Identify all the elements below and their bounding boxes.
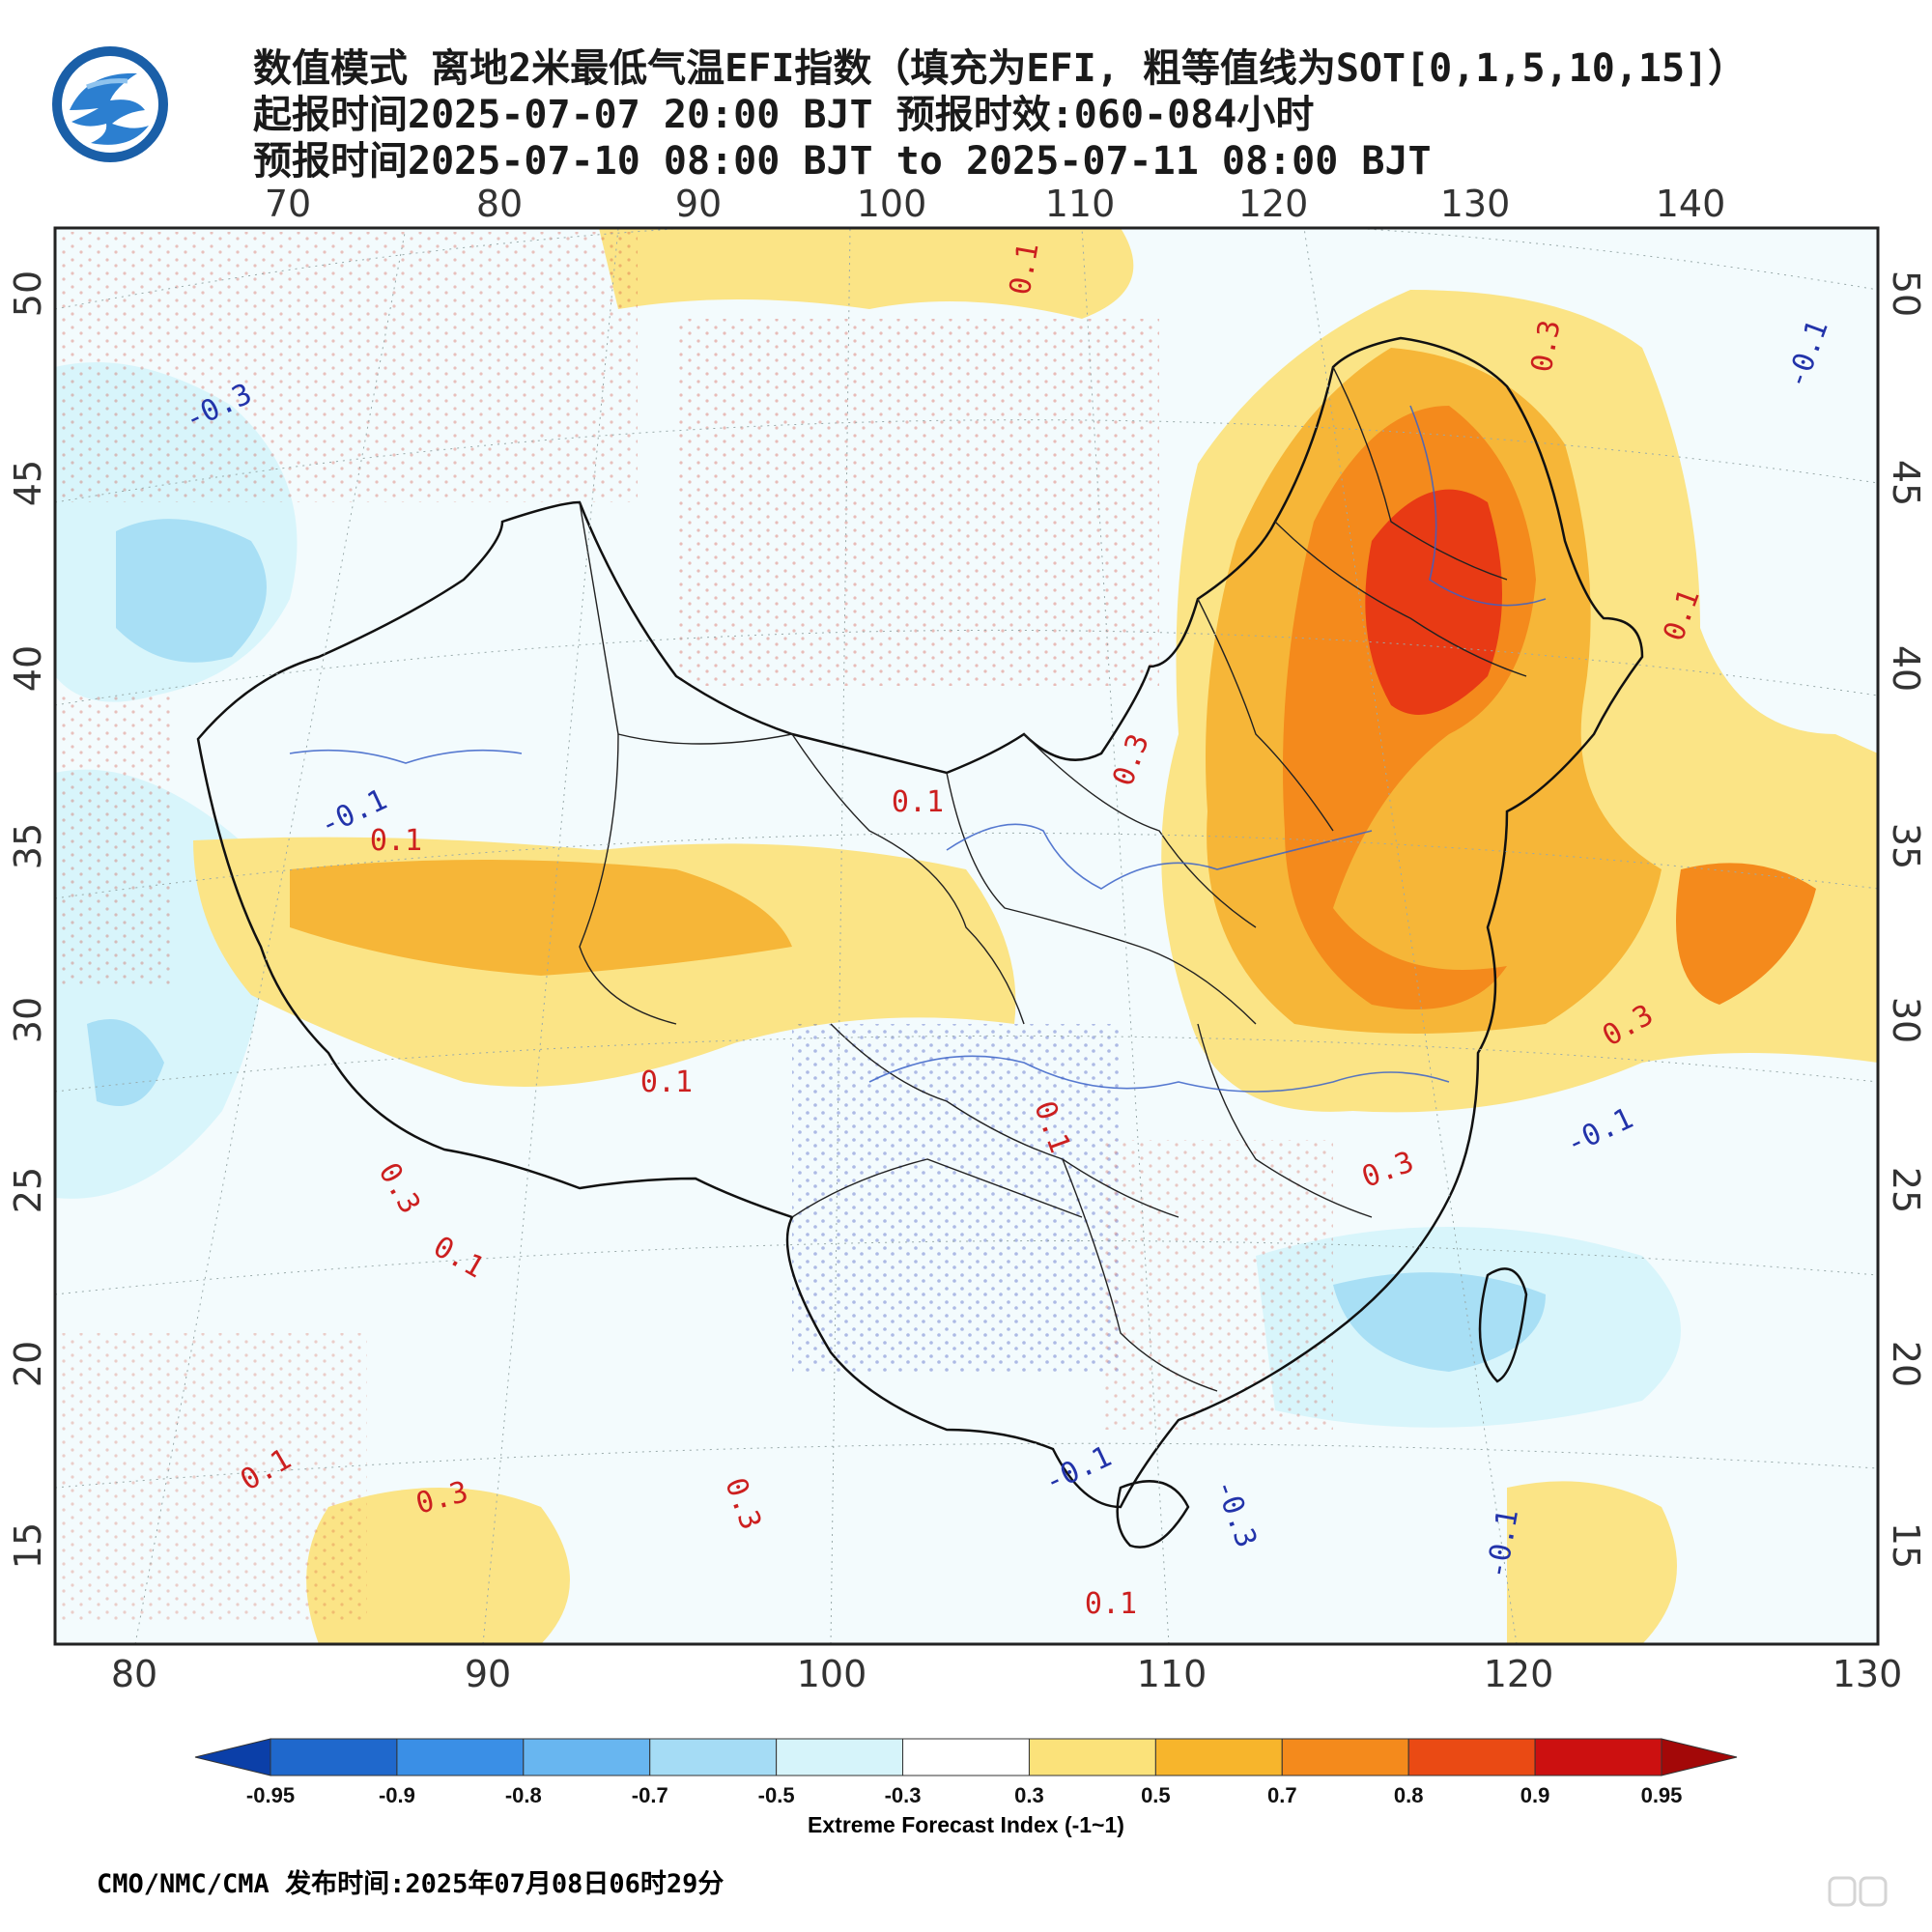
colorbar-swatch [270, 1738, 398, 1776]
lon-label-top: 80 [476, 183, 523, 225]
colorbar-tick-label: 0.7 [1267, 1783, 1297, 1807]
colorbar-swatch [396, 1738, 525, 1776]
lon-label-top: 130 [1440, 183, 1511, 225]
lat-label-right: 15 [1885, 1522, 1927, 1569]
contour-label: 0.1 [370, 824, 422, 858]
colorbar-tick-label: -0.3 [885, 1783, 922, 1807]
contour-label: 0.1 [892, 785, 944, 819]
colorbar-swatch [523, 1738, 651, 1776]
lat-label-right: 35 [1885, 823, 1927, 869]
top-lon-labels: 70 80 90 100 110 120 130 140 [265, 183, 1725, 225]
lat-label-left: 20 [7, 1341, 49, 1387]
colorbar-title: Extreme Forecast Index (-1~1) [808, 1812, 1124, 1837]
valid-time-line: 预报时间2025-07-10 08:00 BJT to 2025-07-11 0… [253, 139, 1432, 184]
colorbar-swatch [1154, 1738, 1283, 1776]
left-lat-labels: 50 45 40 35 30 25 20 15 [7, 270, 49, 1569]
country-borders [196, 336, 1644, 1548]
lat-label-right: 40 [1885, 645, 1927, 692]
lat-label-left: 30 [7, 997, 49, 1043]
colorbar-arrow-low [194, 1738, 271, 1776]
lat-label-left: 45 [7, 460, 49, 506]
colorbar-swatch [776, 1738, 904, 1776]
colorbar-swatch [1028, 1738, 1156, 1776]
colorbar-tick-label: 0.95 [1641, 1783, 1683, 1807]
colorbar-tick-label: 0.9 [1520, 1783, 1550, 1807]
colorbar-swatch [902, 1738, 1030, 1776]
colorbar-arrow-high [1661, 1738, 1738, 1776]
lon-label-top: 70 [265, 183, 311, 225]
colorbar-tick-label: -0.5 [758, 1783, 795, 1807]
lon-label-bottom: 80 [111, 1653, 157, 1695]
lon-label-top: 110 [1045, 183, 1116, 225]
lat-label-right: 20 [1885, 1341, 1927, 1387]
lon-label-bottom: 90 [465, 1653, 511, 1695]
right-lat-labels: 50 45 40 35 30 25 20 15 [1885, 270, 1927, 1569]
colorbar: -0.95 -0.9 -0.8 -0.7 -0.5 -0.3 0.3 0.5 0.7 0.8 0.9… [194, 1738, 1738, 1807]
chart-title: 数值模式 离地2米最低气温EFI指数（填充为EFI, 粗等值线为SOT[0,1,… [253, 46, 1747, 91]
lat-label-right: 25 [1885, 1167, 1927, 1213]
colorbar-tick-label: -0.95 [246, 1783, 295, 1807]
lat-label-right: 30 [1885, 997, 1927, 1043]
lon-label-bottom: 100 [797, 1653, 867, 1695]
lon-label-bottom: 110 [1137, 1653, 1208, 1695]
colorbar-tick-label: -0.7 [632, 1783, 668, 1807]
province-borders [579, 366, 1527, 1392]
init-time-line: 起报时间2025-07-07 20:00 BJT 预报时效:060-084小时 [253, 93, 1315, 137]
lon-label-top: 90 [675, 183, 722, 225]
rivers [289, 405, 1547, 1093]
lon-label-top: 100 [857, 183, 927, 225]
graticule [55, 228, 1878, 1644]
contour-label: 0.1 [1085, 1587, 1137, 1621]
cma-logo [52, 46, 168, 162]
lon-label-bottom: 120 [1484, 1653, 1554, 1695]
lat-label-left: 40 [7, 645, 49, 692]
contour-dots-layer [58, 232, 1333, 1623]
watermark-icon [1828, 1876, 1888, 1907]
map-frame [53, 226, 1880, 1646]
bottom-lon-labels: 80 90 100 110 120 130 [111, 1653, 1902, 1695]
colorbar-swatch [649, 1738, 778, 1776]
lat-label-left: 25 [7, 1167, 49, 1213]
lon-label-top: 140 [1656, 183, 1726, 225]
lat-label-left: 35 [7, 823, 49, 869]
colorbar-tick-label: -0.9 [379, 1783, 415, 1807]
lon-label-bottom: 130 [1833, 1653, 1903, 1695]
lon-label-top: 120 [1238, 183, 1309, 225]
footer-credit: CMO/NMC/CMA 发布时间:2025年07月08日06时29分 [97, 1869, 724, 1899]
colorbar-swatch [1281, 1738, 1409, 1776]
colorbar-swatch [1534, 1738, 1662, 1776]
colorbar-swatch [1407, 1738, 1536, 1776]
lat-label-left: 50 [7, 270, 49, 317]
lat-label-right: 50 [1885, 270, 1927, 317]
lat-label-left: 15 [7, 1522, 49, 1569]
colorbar-tick-label: 0.8 [1394, 1783, 1424, 1807]
colorbar-tick-label: 0.5 [1141, 1783, 1171, 1807]
lat-label-right: 45 [1885, 460, 1927, 506]
colorbar-tick-label: 0.3 [1014, 1783, 1044, 1807]
colorbar-tick-label: -0.8 [505, 1783, 542, 1807]
contour-label: 0.1 [640, 1065, 693, 1099]
